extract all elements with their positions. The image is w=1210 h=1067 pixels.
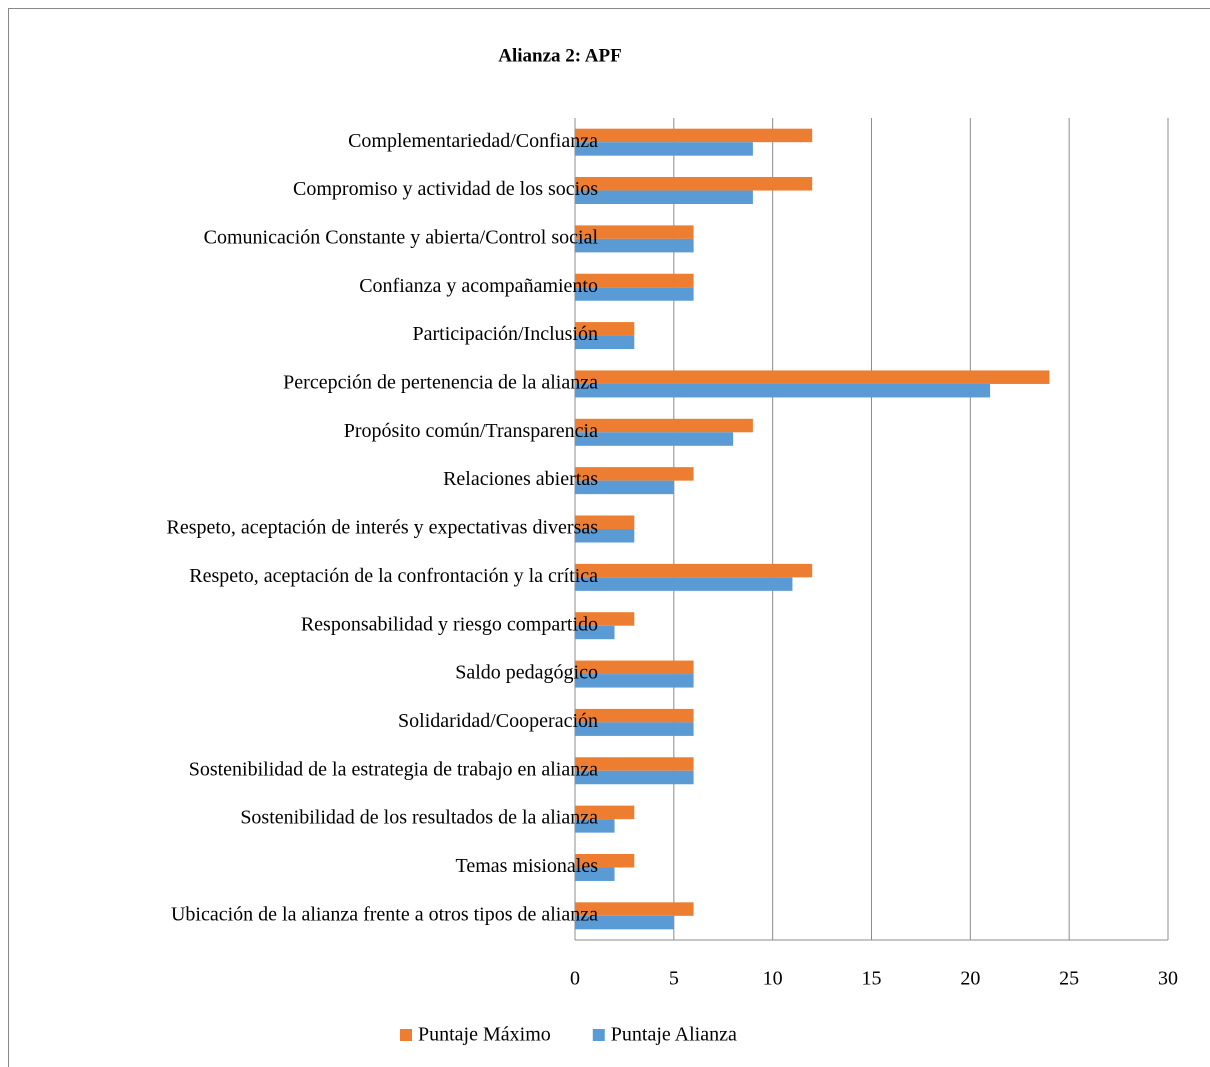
x-tick-label: 30 [1158, 968, 1178, 990]
x-tick-label: 25 [1059, 968, 1079, 990]
bar [575, 612, 635, 626]
x-tick-label: 15 [862, 968, 882, 990]
bar [575, 819, 615, 833]
x-tick-label: 5 [669, 968, 679, 990]
x-tick-label: 20 [960, 968, 980, 990]
bar [575, 287, 694, 301]
bar [575, 322, 635, 336]
bar [575, 757, 694, 771]
y-tick-label: Sostenibilidad de la estrategia de traba… [189, 758, 598, 780]
legend-label: Puntaje Alianza [611, 1024, 737, 1046]
bar [575, 128, 813, 143]
bar [575, 225, 694, 239]
bar [575, 418, 753, 433]
y-tick-label: Sostenibilidad de los resultados de la a… [240, 807, 598, 829]
y-tick-label: Percepción de pertenencia de la alianza [283, 372, 598, 394]
bar [575, 674, 694, 688]
bar [575, 335, 635, 350]
legend-swatch [400, 1029, 412, 1041]
bar [575, 370, 1050, 384]
y-tick-label: Temas misionales [456, 855, 599, 877]
bar [575, 190, 753, 205]
y-tick-label: Participación/Inclusión [412, 323, 598, 345]
bar [575, 625, 615, 640]
bar [575, 867, 615, 881]
legend-swatch [592, 1029, 605, 1041]
y-tick-label: Complementariedad/Confianza [348, 130, 598, 152]
bar [575, 770, 694, 785]
bar [575, 915, 674, 930]
bar [575, 563, 813, 578]
bar [575, 529, 635, 543]
bar [575, 515, 635, 529]
y-tick-label: Respeto, aceptación de la confrontación … [189, 565, 598, 587]
bar [575, 853, 635, 868]
x-tick-label: 0 [570, 968, 580, 990]
chart-title: Alianza 2: APF [498, 45, 622, 66]
chart-border [8, 8, 1210, 1067]
bar [575, 142, 753, 156]
y-tick-label: Respeto, aceptación de interés y expecta… [167, 517, 599, 539]
bar [575, 708, 694, 723]
y-tick-label: Comunicación Constante y abierta/Control… [204, 226, 599, 248]
y-tick-label: Responsabilidad y riesgo compartido [301, 613, 598, 635]
bar [575, 238, 694, 253]
bar [575, 577, 793, 591]
y-tick-label: Ubicación de la alianza frente a otros t… [171, 903, 598, 925]
bar [575, 467, 694, 481]
bar [575, 902, 694, 916]
y-tick-label: Compromiso y actividad de los socios [293, 178, 598, 200]
bar [575, 432, 734, 446]
x-tick-label: 10 [763, 968, 783, 990]
bar [575, 177, 813, 191]
y-tick-label: Relaciones abiertas [443, 468, 598, 490]
legend-label: Puntaje Máximo [418, 1024, 551, 1046]
y-tick-label: Confianza y acompañamiento [359, 275, 598, 297]
bar [575, 805, 635, 820]
bar [575, 383, 991, 398]
y-tick-label: Solidaridad/Cooperación [398, 710, 598, 732]
y-tick-label: Saldo pedagógico [455, 662, 598, 684]
bar [575, 480, 674, 495]
bar [575, 660, 694, 675]
y-tick-label: Propósito común/Transparencia [344, 420, 598, 442]
bar [575, 273, 694, 288]
bar [575, 722, 694, 736]
